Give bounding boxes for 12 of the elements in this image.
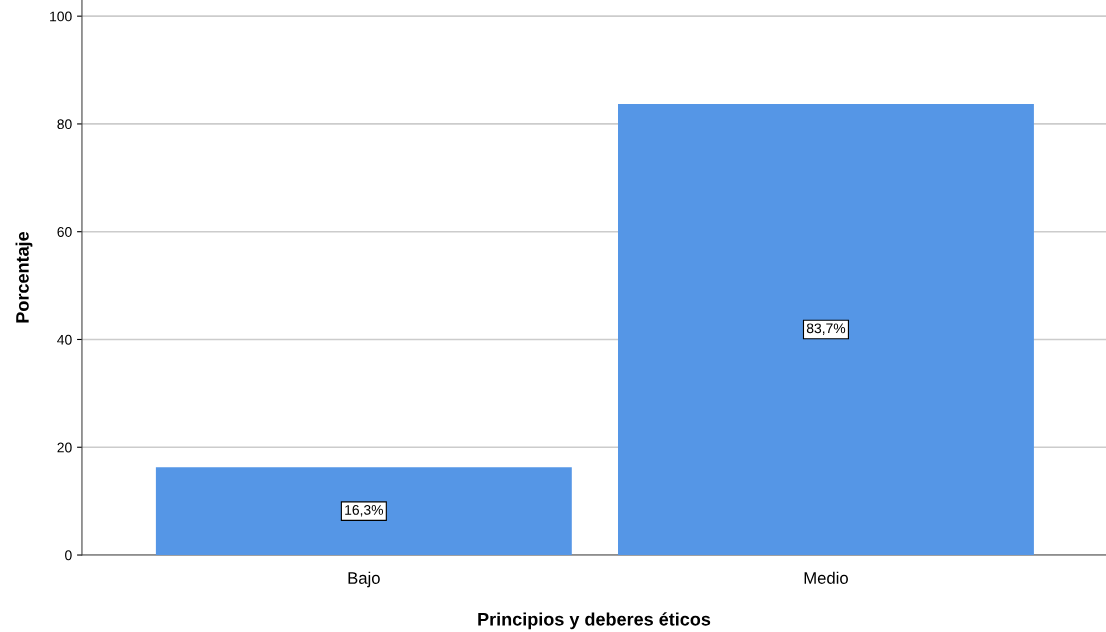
y-tick-label: 80 [57, 119, 72, 130]
y-tick-label: 40 [57, 334, 72, 345]
y-tick-label: 60 [57, 227, 72, 237]
y-tick-label: 0 [65, 550, 72, 561]
data-label: 83,7% [806, 323, 846, 335]
x-tick-label: Medio [804, 571, 848, 584]
y-axis-title: Porcentaje [15, 231, 33, 323]
x-tick-label: Bajo [348, 571, 380, 588]
data-label: 16,3% [345, 505, 384, 517]
y-tick-label: 100 [50, 11, 72, 22]
y-tick-label: 20 [57, 442, 72, 453]
x-axis-title: Principios y deberes éticos [478, 612, 711, 630]
